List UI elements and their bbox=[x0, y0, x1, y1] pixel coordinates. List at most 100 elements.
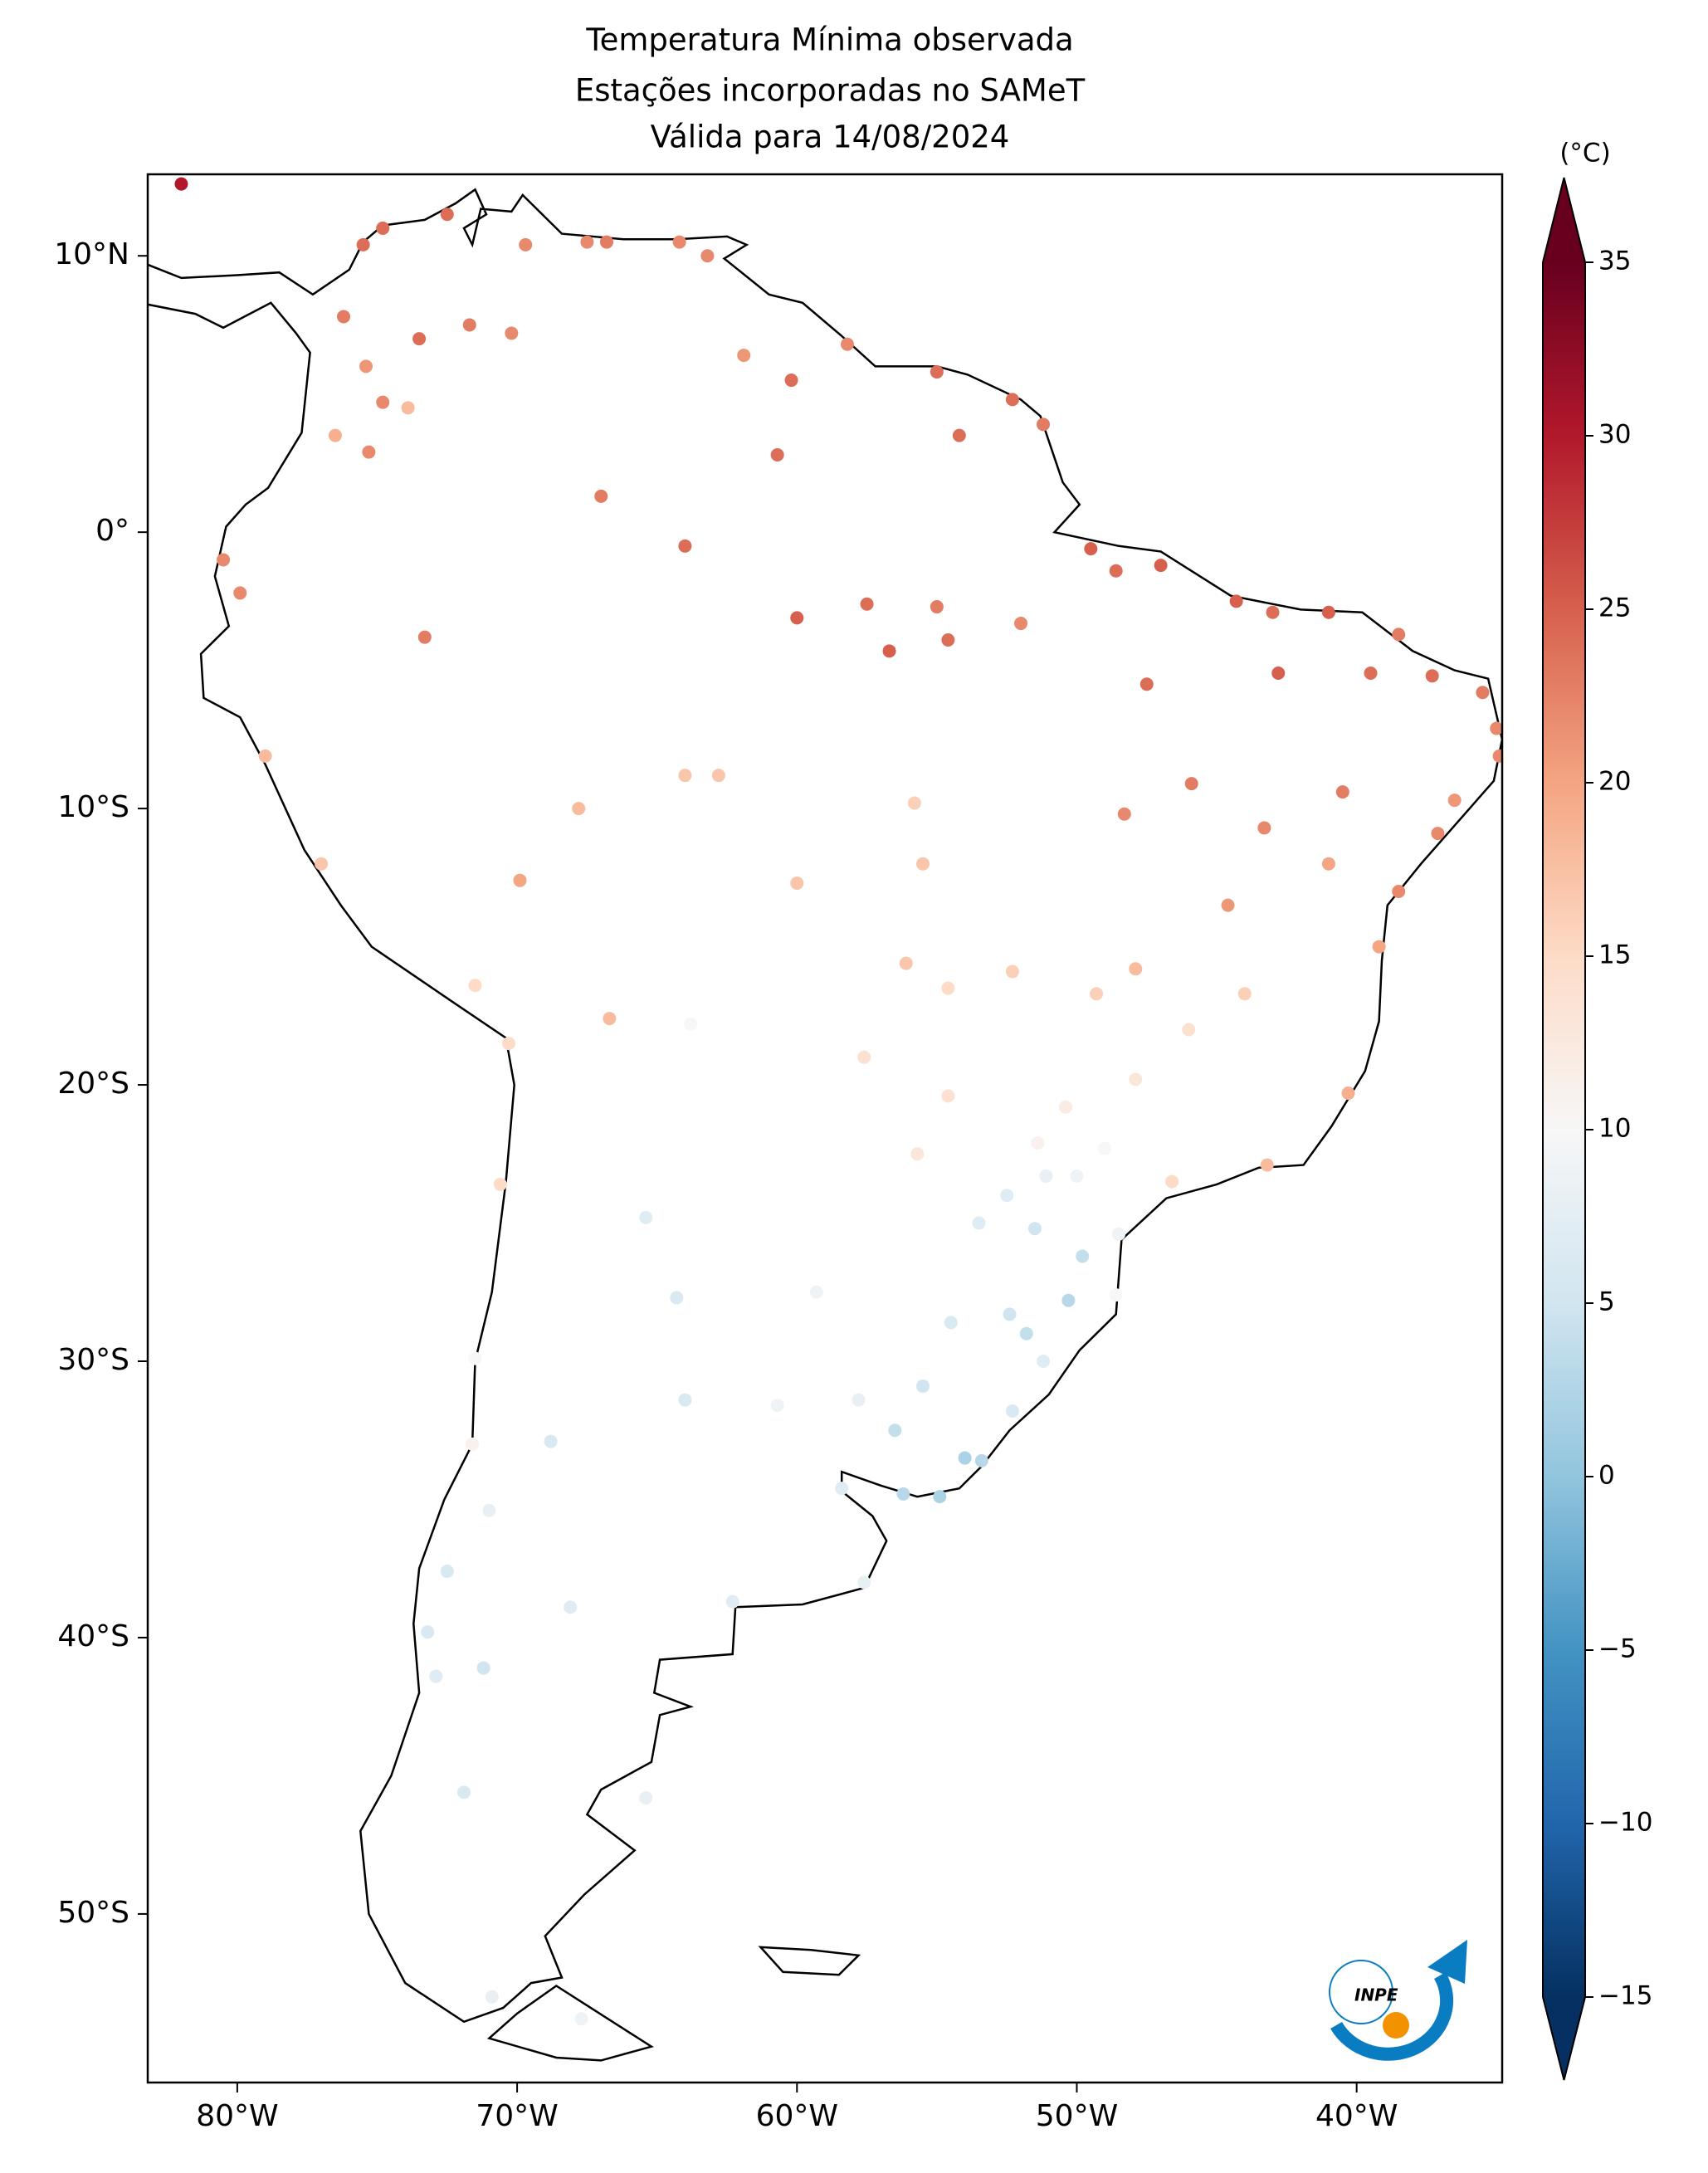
station-point bbox=[790, 611, 804, 625]
title-line: Temperatura Mínima observada bbox=[585, 22, 1073, 58]
colorbar-tick-label: −15 bbox=[1598, 1981, 1652, 2011]
land-outline bbox=[486, 1984, 654, 2062]
station-point bbox=[362, 445, 376, 459]
station-point bbox=[1031, 1135, 1045, 1150]
station-point bbox=[1492, 749, 1502, 763]
station-point bbox=[840, 337, 854, 351]
station-point bbox=[1392, 884, 1406, 898]
station-point bbox=[1335, 785, 1349, 799]
station-point bbox=[1070, 1169, 1084, 1183]
colorbar-tick-label: −10 bbox=[1598, 1808, 1652, 1838]
station-point bbox=[972, 1216, 986, 1230]
station-point bbox=[1090, 987, 1104, 1001]
y-tick-label: 20°S bbox=[57, 1067, 129, 1101]
station-point bbox=[1425, 669, 1439, 683]
station-point bbox=[376, 221, 390, 235]
station-point bbox=[466, 1437, 480, 1451]
station-point bbox=[1266, 605, 1280, 619]
station-point bbox=[417, 630, 432, 644]
station-point bbox=[1260, 1158, 1274, 1172]
station-point bbox=[1003, 1307, 1017, 1321]
station-point bbox=[678, 539, 692, 553]
station-point bbox=[916, 857, 930, 871]
station-point bbox=[1184, 777, 1198, 791]
station-point bbox=[1129, 962, 1143, 976]
station-point bbox=[1321, 857, 1335, 871]
station-point bbox=[1237, 987, 1252, 1001]
y-tick-label: 10°N bbox=[54, 237, 129, 271]
y-tick-label: 40°S bbox=[57, 1619, 129, 1653]
station-point bbox=[1372, 940, 1386, 954]
station-point bbox=[672, 235, 686, 249]
station-point bbox=[1005, 1404, 1019, 1418]
station-point bbox=[952, 428, 966, 442]
colorbar-label: (°C) bbox=[1559, 139, 1610, 168]
station-point bbox=[1061, 1293, 1076, 1307]
station-point bbox=[1014, 617, 1028, 631]
station-point bbox=[421, 1625, 435, 1639]
station-point bbox=[852, 1393, 866, 1407]
station-point bbox=[572, 802, 586, 816]
station-point bbox=[1027, 1222, 1042, 1236]
station-point bbox=[440, 1565, 454, 1579]
colorbar-extend-max bbox=[1543, 178, 1585, 262]
station-point bbox=[315, 857, 329, 871]
station-point bbox=[1447, 794, 1462, 808]
station-point bbox=[916, 1379, 930, 1393]
station-point bbox=[574, 2012, 588, 2026]
station-point bbox=[501, 1037, 515, 1051]
station-point bbox=[1341, 1086, 1355, 1101]
station-point bbox=[1139, 677, 1154, 691]
station-point bbox=[711, 769, 725, 783]
y-tick-label: 0° bbox=[95, 514, 129, 548]
colorbar-tick-label: −5 bbox=[1598, 1634, 1637, 1664]
logo-dot bbox=[1383, 2012, 1409, 2039]
station-point bbox=[857, 1575, 871, 1589]
station-point bbox=[1005, 393, 1019, 407]
station-point bbox=[1392, 627, 1406, 642]
station-point bbox=[564, 1600, 578, 1614]
y-tick-label: 50°S bbox=[57, 1896, 129, 1930]
y-tick-label: 30°S bbox=[57, 1343, 129, 1377]
station-point bbox=[1321, 605, 1335, 619]
station-point bbox=[1476, 686, 1490, 700]
station-point bbox=[468, 1351, 482, 1365]
station-point bbox=[429, 1669, 443, 1683]
logo-text: INPE bbox=[1354, 1985, 1398, 2005]
station-point bbox=[896, 1487, 910, 1501]
logo-arc bbox=[1330, 1972, 1454, 2061]
station-point bbox=[505, 326, 519, 340]
station-point bbox=[1490, 721, 1502, 735]
station-point bbox=[476, 1661, 490, 1675]
station-point bbox=[1129, 1072, 1143, 1086]
colorbar-tick-label: 10 bbox=[1598, 1114, 1631, 1144]
station-point bbox=[678, 769, 692, 783]
station-point bbox=[1109, 564, 1123, 578]
land-outline bbox=[758, 1946, 861, 1976]
y-tick-label: 10°S bbox=[57, 790, 129, 824]
station-point bbox=[684, 1017, 698, 1031]
station-point bbox=[941, 981, 955, 995]
station-point bbox=[910, 1147, 925, 1161]
colorbar: −15 −10 −5 0 5 10 15 20 25 30 35 bbox=[1542, 177, 1652, 2081]
station-point bbox=[1257, 821, 1271, 835]
station-point bbox=[899, 956, 913, 970]
station-point bbox=[603, 1012, 617, 1026]
plot-frame bbox=[146, 173, 1504, 2084]
x-tick-label: 70°W bbox=[476, 2099, 558, 2133]
title-line: Válida para 14/08/2024 bbox=[651, 120, 1010, 155]
station-point bbox=[457, 1785, 471, 1799]
colorbar-tick-label: 0 bbox=[1598, 1461, 1615, 1491]
station-point bbox=[519, 237, 533, 251]
x-tick-label: 80°W bbox=[196, 2099, 278, 2133]
station-point bbox=[857, 1050, 871, 1064]
station-point bbox=[356, 237, 370, 251]
station-point bbox=[1112, 1227, 1126, 1241]
x-tick-label: 60°W bbox=[756, 2099, 838, 2133]
station-point bbox=[174, 177, 188, 191]
x-tick-label: 50°W bbox=[1036, 2099, 1118, 2133]
station-point bbox=[233, 586, 247, 600]
colorbar-tick-label: 25 bbox=[1598, 593, 1631, 623]
station-point bbox=[790, 877, 804, 891]
station-point bbox=[770, 1399, 784, 1413]
